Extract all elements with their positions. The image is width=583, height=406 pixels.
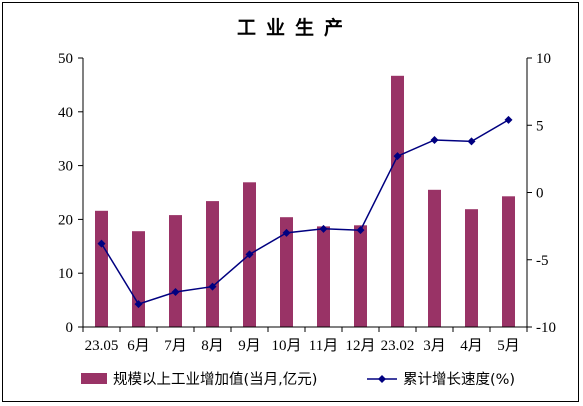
right-tick-label-2: 0 (536, 186, 544, 202)
growth-point-11 (504, 115, 513, 124)
line-layer (97, 115, 513, 309)
growth-point-7 (356, 226, 365, 235)
left-tick-label-5: 50 (58, 51, 73, 67)
bar-3 (206, 201, 219, 327)
legend: 规模以上工业增加值(当月,亿元) 累计增长速度(%) (81, 371, 515, 388)
x-tick-label-2: 7月 (164, 338, 187, 354)
x-tick-label-0: 23.05 (85, 338, 119, 354)
legend-bar-label: 规模以上工业增加值(当月,亿元) (113, 371, 317, 388)
x-tick-label-6: 11月 (309, 338, 338, 354)
growth-point-2 (171, 288, 180, 297)
bar-8 (391, 75, 404, 327)
growth-point-5 (282, 228, 291, 237)
chart-svg: 工业生产 0 10 20 30 40 50 -10 -5 0 5 10 23.05 6月 7月 8月 9月 10… (58, 16, 556, 388)
bar-6 (317, 226, 330, 327)
bar-5 (280, 217, 293, 327)
growth-line (100, 119, 509, 305)
bar-1 (132, 231, 145, 327)
bar-9 (428, 189, 441, 327)
growth-point-3 (208, 282, 217, 291)
right-tick-label-1: -5 (536, 253, 549, 269)
bar-11 (502, 196, 515, 327)
growth-point-8 (393, 152, 402, 161)
legend-line-marker (378, 375, 386, 383)
growth-point-6 (319, 224, 328, 233)
x-tick-label-3: 8月 (201, 338, 224, 354)
growth-point-0 (97, 239, 106, 248)
growth-point-9 (430, 136, 439, 145)
x-tick-label-10: 4月 (460, 338, 483, 354)
x-tick-label-1: 6月 (127, 338, 150, 354)
x-tick-label-11: 5月 (497, 338, 520, 354)
bar-0 (95, 210, 108, 327)
left-tick-label-1: 10 (58, 266, 73, 282)
growth-point-1 (134, 300, 143, 309)
chart-title: 工业生产 (237, 16, 353, 39)
left-tick-label-2: 20 (58, 212, 73, 228)
bars-layer (95, 75, 515, 327)
left-tick-label-0: 0 (66, 320, 74, 336)
legend-line-label: 累计增长速度(%) (403, 371, 515, 388)
right-tick-label-3: 5 (536, 118, 544, 134)
legend-bar-swatch (81, 373, 107, 384)
x-tick-label-4: 9月 (238, 338, 261, 354)
x-tick-label-7: 12月 (345, 338, 375, 354)
bar-10 (465, 209, 478, 327)
right-tick-label-4: 10 (536, 51, 551, 67)
x-tick-label-8: 23.02 (381, 338, 415, 354)
bar-7 (354, 225, 367, 327)
growth-point-10 (467, 137, 476, 146)
right-tick-label-0: -10 (536, 320, 556, 336)
left-tick-label-3: 30 (58, 159, 73, 175)
left-tick-label-4: 40 (58, 105, 73, 121)
axes-layer: 0 10 20 30 40 50 -10 -5 0 5 10 23.05 6月 7月 8月 9月 10月 11月 1… (58, 51, 556, 354)
chart-frame: 工业生产 0 10 20 30 40 50 -10 -5 0 5 10 23.05 6月 7月 8月 9月 10… (2, 2, 579, 402)
growth-point-4 (245, 250, 254, 259)
bar-2 (169, 215, 182, 327)
x-tick-label-5: 10月 (271, 338, 301, 354)
x-tick-label-9: 3月 (423, 338, 446, 354)
